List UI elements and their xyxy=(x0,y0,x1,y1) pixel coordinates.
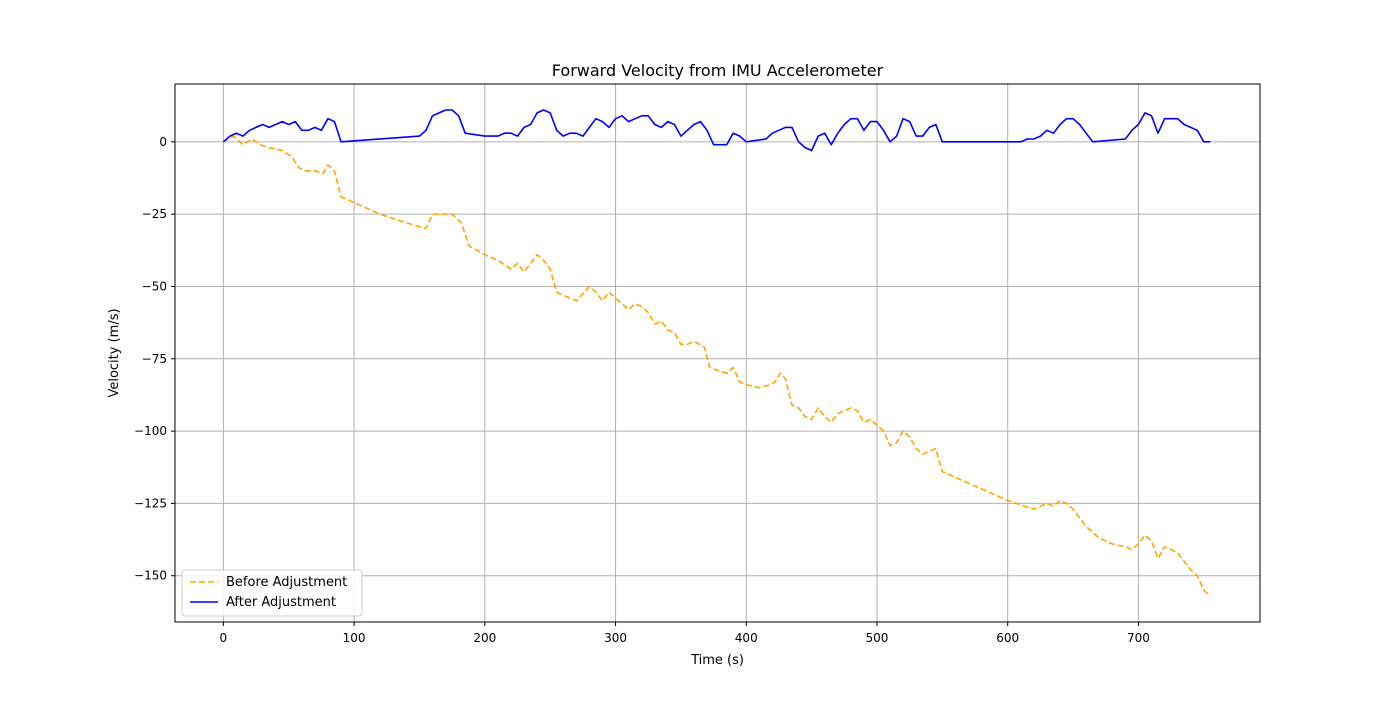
legend-label-after-adjustment: After Adjustment xyxy=(226,595,336,610)
series-line-after-adjustment xyxy=(222,109,1211,152)
y-tick-label: −25 xyxy=(142,207,167,221)
x-tick-label: 400 xyxy=(735,631,758,645)
x-tick-label: 0 xyxy=(220,631,228,645)
x-tick-label: 500 xyxy=(866,631,889,645)
x-tick-label: 100 xyxy=(343,631,366,645)
legend-box xyxy=(181,569,363,617)
x-tick-label: 200 xyxy=(473,631,496,645)
y-tick-label: −50 xyxy=(142,279,167,293)
grid xyxy=(175,84,1260,622)
y-tick-label: −150 xyxy=(134,569,167,583)
x-tick-label: 300 xyxy=(604,631,627,645)
x-axis-label: Time (s) xyxy=(690,653,744,668)
ticks: 0 100 200 300 400 500 600 700 0 −25 −50 −75 −100 −125… xyxy=(134,135,1150,645)
series-group xyxy=(222,109,1211,597)
x-tick-label: 600 xyxy=(996,631,1019,645)
y-tick-label: −100 xyxy=(134,424,167,438)
y-tick-label: 0 xyxy=(159,135,167,149)
y-tick-label: −125 xyxy=(134,496,167,510)
series-line-before-adjustment xyxy=(223,135,1211,597)
y-axis-label: Velocity (m/s) xyxy=(107,308,122,397)
x-tick-label: 700 xyxy=(1127,631,1150,645)
plot-frame xyxy=(174,83,1261,623)
legend-label-before-adjustment: Before Adjustment xyxy=(226,575,347,590)
legend: Before Adjustment After Adjustment xyxy=(181,569,363,617)
y-tick-label: −75 xyxy=(142,352,167,366)
chart-title: Forward Velocity from IMU Accelerometer xyxy=(552,61,884,80)
